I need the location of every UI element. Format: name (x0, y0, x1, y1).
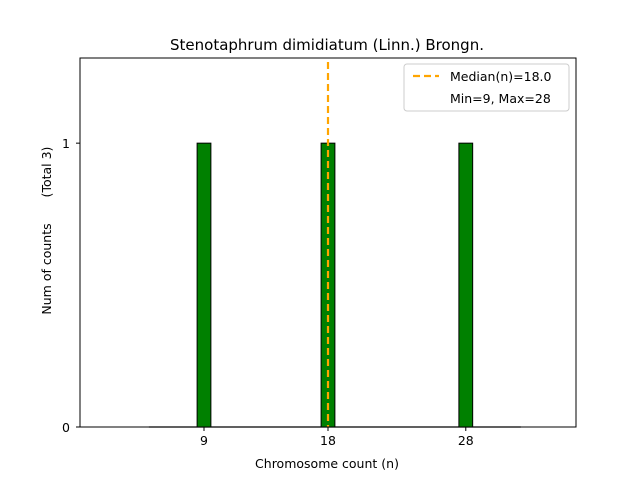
x-axis-label: Chromosome count (n) (255, 456, 399, 471)
legend: Median(n)=18.0 Min=9, Max=28 (403, 63, 570, 112)
x-axis: 9 18 28 (200, 427, 474, 448)
y-axis-label-group: Num of counts (Total 3) (39, 147, 54, 315)
y-axis-label-note: (Total 3) (39, 147, 54, 198)
legend-range-label: Min=9, Max=28 (450, 91, 551, 106)
x-tick-label-28: 28 (458, 433, 474, 448)
plot-area (148, 62, 521, 428)
x-tick-label-9: 9 (200, 433, 208, 448)
chart-title: Stenotaphrum dimidiatum (Linn.) Brongn. (170, 36, 484, 54)
x-tick-label-18: 18 (320, 433, 336, 448)
legend-median-label: Median(n)=18.0 (450, 69, 551, 84)
y-tick-label-1: 1 (62, 136, 70, 151)
bar-28 (458, 142, 474, 428)
y-tick-label-0: 0 (62, 420, 70, 435)
legend-box (403, 63, 570, 112)
y-axis-label: Num of counts (39, 223, 54, 314)
y-axis: 01 (62, 136, 80, 435)
bar-9 (196, 142, 212, 428)
